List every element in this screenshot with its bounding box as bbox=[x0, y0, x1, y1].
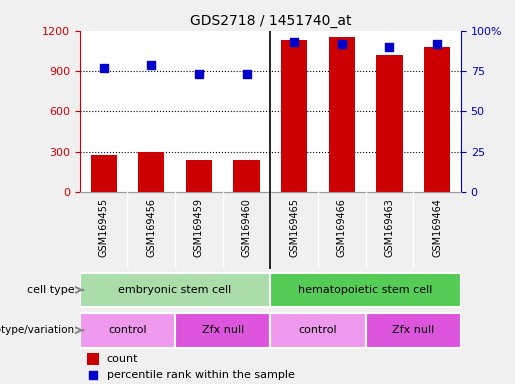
Bar bbox=[186, 160, 212, 192]
Text: count: count bbox=[107, 354, 138, 364]
Point bbox=[147, 61, 156, 68]
Point bbox=[433, 41, 441, 47]
Bar bbox=[175, 313, 270, 348]
Text: Zfx null: Zfx null bbox=[201, 325, 244, 335]
Bar bbox=[91, 155, 117, 192]
Bar bbox=[424, 47, 450, 192]
Text: GSM169463: GSM169463 bbox=[385, 198, 394, 257]
Bar bbox=[80, 273, 270, 307]
Bar bbox=[281, 40, 307, 192]
Point bbox=[195, 71, 203, 77]
Bar bbox=[138, 152, 164, 192]
Text: GSM169466: GSM169466 bbox=[337, 198, 347, 257]
Bar bbox=[233, 161, 260, 192]
Bar bbox=[329, 37, 355, 192]
Text: GSM169465: GSM169465 bbox=[289, 198, 299, 257]
Text: embryonic stem cell: embryonic stem cell bbox=[118, 285, 232, 295]
Text: cell type: cell type bbox=[27, 285, 75, 295]
Point bbox=[385, 44, 393, 50]
Point bbox=[99, 65, 108, 71]
Bar bbox=[270, 273, 461, 307]
Text: GSM169459: GSM169459 bbox=[194, 198, 204, 257]
Text: GSM169460: GSM169460 bbox=[242, 198, 251, 257]
Point bbox=[290, 39, 298, 45]
Point bbox=[338, 41, 346, 47]
Bar bbox=[270, 313, 366, 348]
Bar bbox=[88, 353, 99, 365]
Text: GSM169455: GSM169455 bbox=[99, 198, 109, 257]
Point bbox=[387, 285, 396, 291]
Text: GSM169456: GSM169456 bbox=[146, 198, 156, 257]
Bar bbox=[80, 313, 175, 348]
Text: control: control bbox=[299, 325, 337, 335]
Text: genotype/variation: genotype/variation bbox=[0, 325, 75, 335]
Text: control: control bbox=[108, 325, 147, 335]
Bar bbox=[366, 313, 461, 348]
Text: percentile rank within the sample: percentile rank within the sample bbox=[107, 370, 295, 381]
Title: GDS2718 / 1451740_at: GDS2718 / 1451740_at bbox=[190, 14, 351, 28]
Text: Zfx null: Zfx null bbox=[392, 325, 435, 335]
Bar bbox=[376, 55, 403, 192]
Text: hematopoietic stem cell: hematopoietic stem cell bbox=[299, 285, 433, 295]
Text: GSM169464: GSM169464 bbox=[432, 198, 442, 257]
Point bbox=[243, 71, 251, 77]
